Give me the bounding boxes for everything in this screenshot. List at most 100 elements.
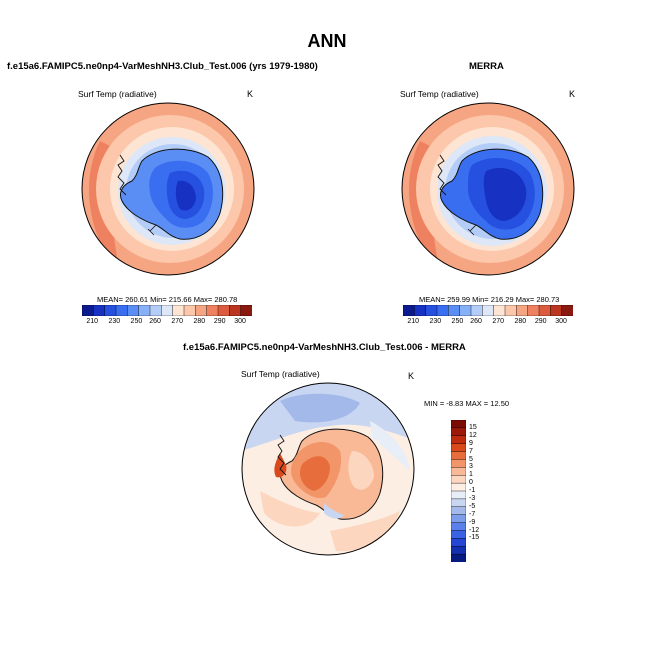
colorbar-swatch bbox=[206, 305, 219, 316]
colorbar-tick-label: 270 bbox=[492, 318, 505, 325]
colorbar-tick-label: 290 bbox=[213, 318, 226, 325]
colorbar-swatch bbox=[448, 305, 461, 316]
colorbar-tick-label: 230 bbox=[108, 318, 121, 325]
diff-stats-text: MIN = -8.83 MAX = 12.50 bbox=[424, 399, 510, 408]
colorbar-swatch bbox=[414, 305, 427, 316]
colorbar-swatch bbox=[451, 475, 466, 484]
colorbar-tick-label: -7 bbox=[469, 510, 476, 518]
colorbar-tick-label: -9 bbox=[469, 518, 476, 526]
colorbar-tick-label: 1 bbox=[469, 471, 473, 479]
colorbar-swatch bbox=[183, 305, 196, 316]
colorbar-swatch bbox=[82, 305, 94, 316]
colorbar-swatch bbox=[115, 305, 128, 316]
model-stats-text: MEAN= 260.61 Min= 215.66 Max= 280.78 bbox=[97, 295, 238, 304]
colorbar-tick-label: 3 bbox=[469, 463, 473, 471]
colorbar-tick-label: 9 bbox=[469, 439, 473, 447]
diff-polar-map bbox=[241, 382, 415, 556]
colorbar-tick-label: 260 bbox=[470, 318, 482, 325]
colorbar-swatch bbox=[195, 305, 208, 316]
figure-title: ANN bbox=[307, 31, 347, 51]
colorbar-swatch bbox=[161, 305, 174, 316]
colorbar-tick-label: 280 bbox=[193, 318, 206, 325]
colorbar-swatch bbox=[425, 305, 438, 316]
obs-variable-label: Surf Temp (radiative) bbox=[400, 89, 479, 99]
colorbar-swatch bbox=[93, 305, 106, 316]
colorbar-swatch bbox=[451, 451, 466, 460]
colorbar-tick-label: 15 bbox=[469, 423, 477, 431]
diff-variable-label: Surf Temp (radiative) bbox=[241, 369, 320, 379]
colorbar-tick-label: 7 bbox=[469, 447, 473, 455]
colorbar-swatch bbox=[451, 522, 466, 531]
colorbar-tick-label: -3 bbox=[469, 494, 476, 502]
colorbar-swatch bbox=[459, 305, 472, 316]
colorbar-swatch bbox=[470, 305, 483, 316]
obs-colorbar-ticks: 210 230 250 260 270 280 290 300 bbox=[403, 318, 573, 328]
colorbar-swatch bbox=[217, 305, 230, 316]
colorbar-tick-label: -15 bbox=[469, 534, 480, 542]
obs-units-label: K bbox=[569, 89, 576, 99]
obs-polar-map bbox=[401, 102, 575, 276]
model-colorbar-ticks: 210 230 250 260 270 280 290 300 bbox=[82, 318, 252, 328]
obs-stats-text: MEAN= 259.99 Min= 216.29 Max= 280.73 bbox=[419, 295, 560, 304]
colorbar-swatch bbox=[451, 538, 466, 547]
colorbar-swatch bbox=[451, 530, 466, 539]
colorbar-swatch bbox=[527, 305, 540, 316]
colorbar-swatch bbox=[504, 305, 517, 316]
colorbar-swatch bbox=[138, 305, 151, 316]
colorbar-swatch bbox=[451, 482, 466, 492]
model-variable-label: Surf Temp (radiative) bbox=[78, 89, 157, 99]
colorbar-tick-label: -12 bbox=[469, 526, 480, 534]
colorbar-tick-label: 210 bbox=[407, 318, 420, 325]
colorbar-tick-label: 230 bbox=[429, 318, 442, 325]
colorbar-swatch bbox=[403, 305, 415, 316]
colorbar-swatch bbox=[451, 546, 466, 555]
colorbar-swatch bbox=[149, 305, 162, 316]
colorbar-swatch bbox=[104, 305, 117, 316]
colorbar-swatch bbox=[451, 427, 466, 437]
colorbar-swatch bbox=[127, 305, 140, 316]
colorbar-tick-label: -5 bbox=[469, 502, 476, 510]
colorbar-tick-label: 12 bbox=[469, 431, 477, 439]
colorbar-swatch bbox=[451, 467, 466, 476]
colorbar-swatch bbox=[451, 506, 466, 516]
colorbar-tick-label: -1 bbox=[469, 487, 476, 495]
colorbar-swatch bbox=[482, 305, 495, 316]
colorbar-swatch bbox=[550, 305, 563, 316]
diff-panel-title: f.e15a6.FAMIPC5.ne0np4-VarMeshNH3.Club_T… bbox=[183, 342, 466, 353]
diff-colorbar-ticks: 15 12 9 7 5 3 1 0 -1 -3 -5 -7 -9 -12 -15 bbox=[469, 420, 499, 562]
colorbar-tick-label: 300 bbox=[555, 318, 567, 325]
colorbar-tick-label: 290 bbox=[534, 318, 547, 325]
model-panel-title: f.e15a6.FAMIPC5.ne0np4-VarMeshNH3.Club_T… bbox=[7, 61, 318, 72]
colorbar-tick-label: 280 bbox=[514, 318, 527, 325]
obs-panel-title: MERRA bbox=[469, 61, 504, 72]
colorbar-tick-label: 5 bbox=[469, 455, 473, 463]
colorbar-swatch bbox=[229, 305, 242, 316]
model-polar-map bbox=[81, 102, 255, 276]
colorbar-swatch bbox=[493, 305, 506, 316]
model-colorbar bbox=[82, 305, 252, 316]
colorbar-swatch bbox=[451, 420, 466, 429]
colorbar-tick-label: 250 bbox=[451, 318, 464, 325]
colorbar-tick-label: 0 bbox=[469, 479, 473, 487]
colorbar-tick-label: 250 bbox=[130, 318, 143, 325]
colorbar-swatch bbox=[538, 305, 551, 316]
colorbar-swatch bbox=[451, 490, 466, 500]
colorbar-tick-label: 300 bbox=[234, 318, 246, 325]
colorbar-swatch bbox=[451, 498, 466, 508]
obs-colorbar bbox=[403, 305, 573, 316]
diff-units-label: K bbox=[408, 371, 415, 381]
colorbar-swatch bbox=[451, 514, 466, 524]
colorbar-swatch bbox=[436, 305, 449, 316]
colorbar-swatch bbox=[451, 553, 466, 562]
colorbar-swatch bbox=[451, 459, 466, 468]
colorbar-swatch bbox=[451, 443, 466, 453]
model-units-label: K bbox=[247, 89, 254, 99]
diff-colorbar bbox=[451, 420, 466, 562]
colorbar-swatch bbox=[561, 305, 573, 316]
colorbar-swatch bbox=[172, 305, 185, 316]
colorbar-tick-label: 260 bbox=[149, 318, 161, 325]
colorbar-swatch bbox=[451, 435, 466, 445]
colorbar-tick-label: 270 bbox=[171, 318, 184, 325]
colorbar-tick-label: 210 bbox=[86, 318, 99, 325]
colorbar-swatch bbox=[516, 305, 529, 316]
